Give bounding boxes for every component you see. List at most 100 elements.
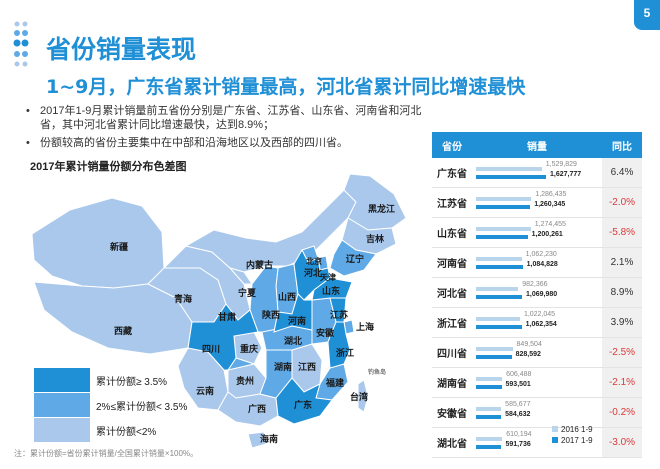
cell-province: 广东省 xyxy=(437,169,467,180)
label-heilongjiang: 黑龙江 xyxy=(368,203,395,214)
label-shanghai: 上海 xyxy=(356,321,374,332)
label-diaoyudao: 钓鱼岛 xyxy=(368,368,386,376)
header-sales: 销量 xyxy=(527,141,547,153)
china-map: 黑龙江 吉林 辽宁 内蒙古 新疆 青海 西藏 甘肃 宁夏 陕西 山西 河北 北京… xyxy=(30,172,410,457)
bar-2016 xyxy=(476,317,520,321)
legend-swatch xyxy=(34,393,90,417)
region-hainan xyxy=(247,431,267,449)
label-2016: 1,529,829 xyxy=(545,161,577,168)
footnote: 注：累计份额=省份累计销量/全国累计销量×100%。 xyxy=(14,449,199,458)
region-taiwan xyxy=(357,379,369,413)
legend-item-mid: 2%≤累计份额< 3.5% xyxy=(34,393,187,417)
bar-2017 xyxy=(476,325,522,329)
label-xizang: 西藏 xyxy=(114,325,132,336)
label-yunnan: 云南 xyxy=(196,385,214,396)
legend-label: 2%≤累计份额< 3.5% xyxy=(96,401,188,413)
label-2016: 1,062,230 xyxy=(525,251,557,258)
cell-yoy: -0.2% xyxy=(602,398,642,427)
legend-swatch xyxy=(34,418,90,442)
label-tianjin: 天津 xyxy=(320,272,336,282)
cell-yoy: -2.0% xyxy=(602,188,642,217)
label-xinjiang: 新疆 xyxy=(110,241,128,252)
table-header: 省份 销量 同比 xyxy=(432,132,642,158)
table-legend-item: 2017 1-9 xyxy=(552,435,593,446)
table-row: 四川省 849,504 828,592 -2.5% xyxy=(432,338,642,368)
label-2017: 1,084,828 xyxy=(526,261,558,268)
cell-province: 浙江省 xyxy=(437,319,467,330)
label-2016: 610,194 xyxy=(506,431,532,438)
cell-yoy: 3.9% xyxy=(602,308,642,337)
cell-yoy: 6.4% xyxy=(602,158,642,187)
sales-table: 省份 销量 同比 广东省 1,529,829 1,627,777 6.4% 江苏省 1,2… xyxy=(432,132,642,458)
label-2016: 606,488 xyxy=(506,371,532,378)
bar-2016 xyxy=(476,407,502,411)
page-title: 省份销量表现 xyxy=(46,35,197,64)
china-map-svg: 黑龙江 吉林 辽宁 内蒙古 新疆 青海 西藏 甘肃 宁夏 陕西 山西 河北 北京… xyxy=(31,173,407,449)
region-liaoning xyxy=(329,239,377,277)
cell-province: 湖北省 xyxy=(437,439,467,450)
label-jiangsu: 江苏 xyxy=(330,309,348,320)
header-yoy: 同比 xyxy=(612,141,632,153)
label-shaanxi: 陕西 xyxy=(262,309,280,320)
region-henan xyxy=(273,293,313,333)
label-jiangxi: 江西 xyxy=(298,361,316,372)
label-zhejiang: 浙江 xyxy=(336,347,354,358)
bar-2017 xyxy=(476,235,528,239)
label-sichuan: 四川 xyxy=(202,344,220,354)
label-hubei: 湖北 xyxy=(284,335,302,346)
cell-sales: 1,286,435 1,260,345 xyxy=(472,188,602,217)
bar-2017 xyxy=(476,445,502,449)
legend-label: 累计份额≥ 3.5% xyxy=(96,376,168,388)
cell-sales: 610,194 591,736 xyxy=(472,428,602,457)
table-row: 江苏省 1,286,435 1,260,345 -2.0% xyxy=(432,188,642,218)
label-guangdong: 广东 xyxy=(294,399,312,410)
table-row: 广东省 1,529,829 1,627,777 6.4% xyxy=(432,158,642,188)
label-hunan: 湖南 xyxy=(274,361,292,372)
table-row: 山东省 1,274,455 1,200,261 -5.8% xyxy=(432,218,642,248)
bullet-item: 2017年1-9月累计销量前五省份分别是广东省、江苏省、山东省、河南省和河北省，… xyxy=(26,104,426,132)
bar-2017 xyxy=(476,265,523,269)
header-province: 省份 xyxy=(442,141,462,153)
bar-2017 xyxy=(476,385,502,389)
label-2017: 584,632 xyxy=(505,411,531,418)
label-2017: 828,592 xyxy=(515,351,541,358)
label-jilin: 吉林 xyxy=(366,233,385,244)
label-shandong: 山东 xyxy=(322,285,340,296)
label-henan: 河南 xyxy=(288,315,306,326)
cell-sales: 585,677 584,632 xyxy=(472,398,602,427)
label-2016: 849,504 xyxy=(516,341,542,348)
cell-yoy: -3.0% xyxy=(602,428,642,457)
table-legend-label: 2017 1-9 xyxy=(561,436,593,445)
table-legend: 2016 1-9 2017 1-9 xyxy=(552,424,593,446)
cell-province: 四川省 xyxy=(437,349,467,360)
label-2017: 1,627,777 xyxy=(550,171,582,178)
table-row: 河南省 1,062,230 1,084,828 2.1% xyxy=(432,248,642,278)
map-legend: 累计份额≥ 3.5% 2%≤累计份额< 3.5% 累计份额<2% xyxy=(34,368,187,443)
bar-2016 xyxy=(476,197,532,201)
cell-yoy: 8.9% xyxy=(602,278,642,307)
label-2017: 1,200,261 xyxy=(531,231,563,238)
region-zhejiang xyxy=(327,321,351,369)
bar-2016 xyxy=(476,227,531,231)
label-guizhou: 贵州 xyxy=(236,375,254,386)
label-guangxi: 广西 xyxy=(248,403,266,414)
table-row: 安徽省 585,677 584,632 -0.2% xyxy=(432,398,642,428)
cell-sales: 1,529,829 1,627,777 xyxy=(472,158,602,187)
region-guangdong xyxy=(275,377,333,425)
label-liaoning: 辽宁 xyxy=(346,253,364,264)
cell-province: 江苏省 xyxy=(437,199,467,210)
cell-province: 山东省 xyxy=(437,229,467,240)
label-anhui: 安徽 xyxy=(316,327,335,338)
cell-sales: 606,488 593,501 xyxy=(472,368,602,397)
label-hainan: 海南 xyxy=(260,433,278,444)
bar-2017 xyxy=(476,205,531,209)
table-row: 湖北省 610,194 591,736 -3.0% xyxy=(432,428,642,458)
legend-item-high: 累计份额≥ 3.5% xyxy=(34,368,187,392)
cell-province: 湖南省 xyxy=(437,379,467,390)
label-2017: 1,069,980 xyxy=(526,291,558,298)
bar-2016 xyxy=(476,437,503,441)
cell-yoy: -2.1% xyxy=(602,368,642,397)
bar-2017 xyxy=(476,175,546,179)
label-taiwan: 台湾 xyxy=(350,391,368,402)
cell-sales: 1,274,455 1,200,261 xyxy=(472,218,602,247)
